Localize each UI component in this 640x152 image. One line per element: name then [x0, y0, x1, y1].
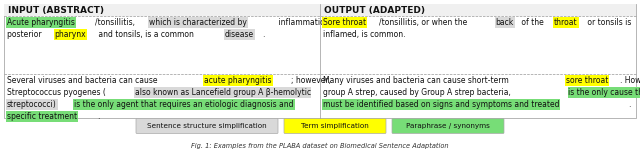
- Text: Paraphrase / synonyms: Paraphrase / synonyms: [406, 123, 490, 129]
- Text: back: back: [495, 18, 514, 27]
- Text: group A strep, caused by Group A strep bacteria,: group A strep, caused by Group A strep b…: [323, 88, 513, 97]
- Text: Term simplification: Term simplification: [301, 123, 369, 129]
- Text: .: .: [97, 112, 100, 121]
- Text: posterior: posterior: [7, 30, 44, 39]
- Bar: [4, 4, 636, 118]
- Text: is the only agent that requires an etiologic diagnosis and: is the only agent that requires an etiol…: [74, 100, 294, 109]
- Text: throat: throat: [554, 18, 578, 27]
- Text: .: .: [262, 30, 265, 39]
- Text: INPUT (ABSTRACT): INPUT (ABSTRACT): [8, 5, 104, 14]
- Text: inflammation of the: inflammation of the: [276, 18, 354, 27]
- Text: disease: disease: [225, 30, 254, 39]
- Text: or tonsils is: or tonsils is: [584, 18, 631, 27]
- Text: .: .: [628, 100, 630, 109]
- Text: of the: of the: [519, 18, 547, 27]
- FancyBboxPatch shape: [136, 119, 278, 133]
- Text: is the only cause that: is the only cause that: [568, 88, 640, 97]
- Text: inflamed, is common.: inflamed, is common.: [323, 30, 406, 39]
- FancyBboxPatch shape: [284, 119, 386, 133]
- Text: Fig. 1: Examples from the PLABA dataset on Biomedical Sentence Adaptation: Fig. 1: Examples from the PLABA dataset …: [191, 143, 449, 149]
- Text: specific treatment: specific treatment: [7, 112, 77, 121]
- Text: Many viruses and bacteria can cause short-term: Many viruses and bacteria can cause shor…: [323, 76, 511, 85]
- Text: /tonsillitis, or when the: /tonsillitis, or when the: [379, 18, 469, 27]
- Text: OUTPUT (ADAPTED): OUTPUT (ADAPTED): [324, 5, 425, 14]
- Text: Sentence structure simplification: Sentence structure simplification: [147, 123, 267, 129]
- Text: . However,: . However,: [620, 76, 640, 85]
- Text: sore throat: sore throat: [566, 76, 608, 85]
- Text: Several viruses and bacteria can cause: Several viruses and bacteria can cause: [7, 76, 160, 85]
- Text: /tonsillitis,: /tonsillitis,: [95, 18, 137, 27]
- Text: and tonsils, is a common: and tonsils, is a common: [95, 30, 196, 39]
- Text: streptococci): streptococci): [7, 100, 57, 109]
- Bar: [4, 4, 636, 16]
- Text: which is characterized by: which is characterized by: [149, 18, 247, 27]
- FancyBboxPatch shape: [392, 119, 504, 133]
- Text: ; however,: ; however,: [291, 76, 332, 85]
- Text: Acute pharyngitis: Acute pharyngitis: [7, 18, 75, 27]
- Text: pharynx: pharynx: [55, 30, 86, 39]
- Text: acute pharyngitis: acute pharyngitis: [204, 76, 272, 85]
- Text: Streptococcus pyogenes (: Streptococcus pyogenes (: [7, 88, 106, 97]
- Text: Sore throat: Sore throat: [323, 18, 366, 27]
- Text: must be identified based on signs and symptoms and treated: must be identified based on signs and sy…: [323, 100, 559, 109]
- Text: also known as Lancefield group A β-hemolytic: also known as Lancefield group A β-hemol…: [134, 88, 310, 97]
